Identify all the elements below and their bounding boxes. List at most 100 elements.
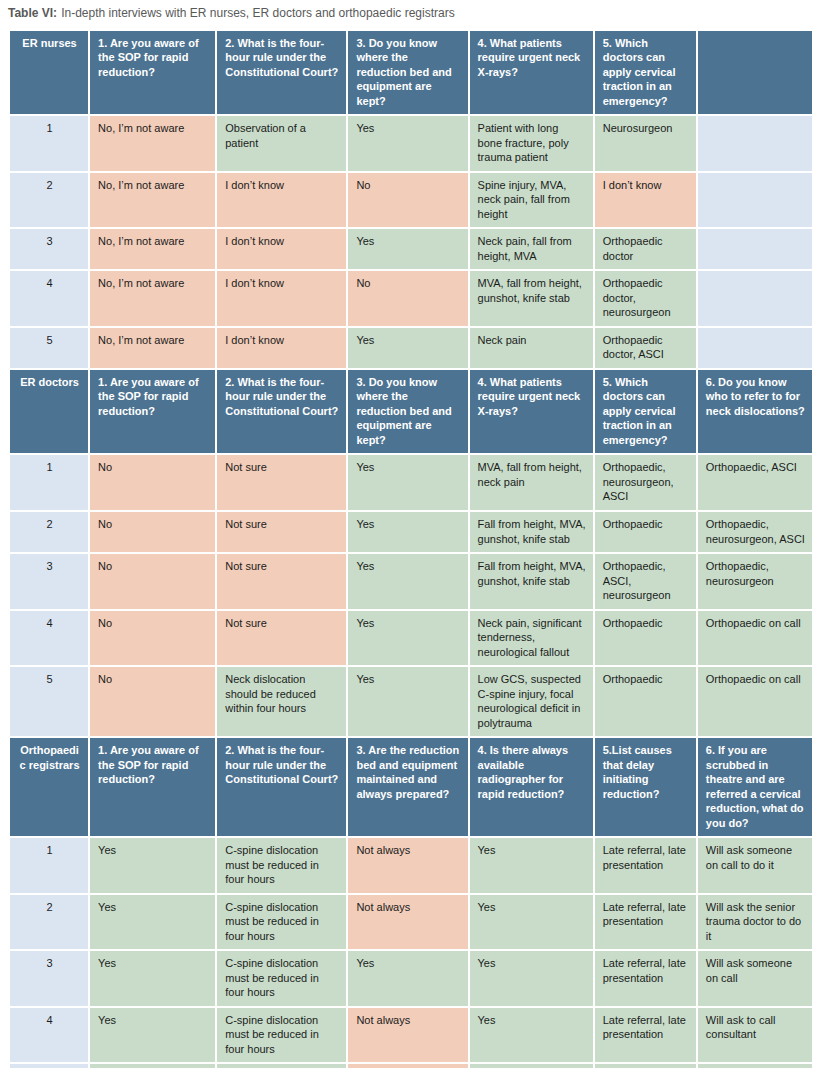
answer-cell: Will ask someone on call to do it [698,838,812,893]
answer-cell: No, I’m not aware [90,229,215,269]
column-header: 2. What is the four-hour rule under the … [217,370,346,454]
answer-cell: No, I’m not aware [90,116,215,171]
row-number: 5 [10,328,88,368]
answer-cell: Fall from height, MVA, gunshot, knife st… [470,554,593,609]
table-title-text: In-depth interviews with ER nurses, ER d… [61,6,455,20]
table-row: 2No, I’m not awareI don’t knowNoSpine in… [10,173,812,228]
column-header: 6. Do you know who to refer to for neck … [698,370,812,454]
table-row: 3No, I’m not awareI don’t knowYesNeck pa… [10,229,812,269]
answer-cell: Orthopaedic on call [698,611,812,666]
answer-cell: Orthopaedic doctor [595,229,696,269]
table-row: 4YesC-spine dislocation must be reduced … [10,1008,812,1063]
answer-cell: Orthopaedic, ASCI [698,455,812,510]
answer-cell: MVA, fall from height, neck pain [470,455,593,510]
answer-cell: I don’t know [595,173,696,228]
answer-cell: Yes [348,116,467,171]
answer-cell: MVA, fall from height, gunshot, knife st… [470,271,593,326]
answer-cell: No [348,271,467,326]
answer-cell: Orthopaedic, neurosurgeon, ASCI [595,455,696,510]
answer-cell: Yes [348,455,467,510]
table-row: 1YesC-spine dislocation must be reduced … [10,838,812,893]
table-row: 3NoNot sureYesFall from height, MVA, gun… [10,554,812,609]
answer-cell: Low GCS, suspected C-spine injury, focal… [470,667,593,736]
table-title-label: Table VI: [8,6,57,20]
answer-cell: No [90,667,215,736]
section-header-row: ER doctors1. Are you aware of the SOP fo… [10,370,812,454]
answer-cell: Not sure [217,512,346,552]
answer-cell: Orthopaedic, neurosurgeon [698,554,812,609]
answer-cell: No [90,554,215,609]
answer-cell: Orthopaedic doctor, neurosurgeon [595,271,696,326]
row-number: 1 [10,455,88,510]
row-number: 4 [10,1008,88,1063]
column-header: 5. Which doctors can apply cervical trac… [595,31,696,115]
answer-cell: Neck pain, fall from height, MVA [470,229,593,269]
row-number: 5 [10,667,88,736]
section-group-label: ER doctors [10,370,88,454]
row-number: 2 [10,895,88,950]
column-header: 1. Are you aware of the SOP for rapid re… [90,370,215,454]
section-header-row: Orthopaedic registrars1. Are you aware o… [10,738,812,836]
answer-cell: Not always [348,895,467,950]
column-header: 3. Are the reduction bed and equipment m… [348,738,467,836]
answer-cell: Yes [348,328,467,368]
answer-cell: Yes [348,512,467,552]
answer-cell: Late referral, late presentation [595,1064,696,1068]
answer-cell: Late referral, late presentation [595,951,696,1006]
answer-cell: Orthopaedic [595,512,696,552]
answer-cell: No [90,611,215,666]
answer-cell: No, I’m not aware [90,271,215,326]
answer-cell: No [90,455,215,510]
column-header: 5.List causes that delay initiating redu… [595,738,696,836]
column-header: 3. Do you know where the reduction bed a… [348,370,467,454]
row-number: 2 [10,512,88,552]
answer-cell: Not sure [217,611,346,666]
section-group-label: ER nurses [10,31,88,115]
answer-cell: No, I’m not aware [90,173,215,228]
answer-cell: Yes [470,895,593,950]
answer-cell: Late referral, late presentation [595,895,696,950]
table-row: 4NoNot sureYesNeck pain, significant ten… [10,611,812,666]
column-header: 4. What patients require urgent neck X-r… [470,370,593,454]
answer-cell: Yes [90,951,215,1006]
table-row: 1No, I’m not awareObservation of a patie… [10,116,812,171]
answer-cell: Yes [90,1008,215,1063]
answer-cell: Yes [90,1064,215,1068]
column-header: 1. Are you aware of the SOP for rapid re… [90,31,215,115]
answer-cell: Yes [348,951,467,1006]
answer-cell: Orthopaedic, neurosurgeon, ASCI [698,512,812,552]
answer-cell: Neck pain [470,328,593,368]
answer-cell: Yes [348,611,467,666]
column-header: 6. If you are scrubbed in theatre and ar… [698,738,812,836]
answer-cell: Spine injury, MVA, neck pain, fall from … [470,173,593,228]
column-header: 4. What patients require urgent neck X-r… [470,31,593,115]
answer-cell [698,116,812,171]
answer-cell: Will ask the senior trauma doctor to do … [698,895,812,950]
answer-cell: Patient with long bone fracture, poly tr… [470,116,593,171]
row-number: 3 [10,229,88,269]
answer-cell: Neck pain, significant tenderness, neuro… [470,611,593,666]
section-group-label: Orthopaedic registrars [10,738,88,836]
answer-cell: Yes [348,667,467,736]
table-title: Table VI: In-depth interviews with ER nur… [8,6,814,22]
answer-cell: Yes [470,1064,593,1068]
column-header: 2. What is the four-hour rule under the … [217,738,346,836]
answer-cell: Fall from height, MVA, gunshot, knife st… [470,512,593,552]
table-row: 4No, I’m not awareI don’t knowNoMVA, fal… [10,271,812,326]
table-row: 2YesC-spine dislocation must be reduced … [10,895,812,950]
row-number: 4 [10,271,88,326]
answer-cell: C-spine dislocation must be reduced in f… [217,1008,346,1063]
answer-cell: Not always [348,838,467,893]
answer-cell: Not sure [217,455,346,510]
answer-cell: Ask someone in trauma to reduce it [698,1064,812,1068]
answer-cell: Late referral, late presentation [595,1008,696,1063]
answer-cell: C-spine dislocation must be reduced in f… [217,951,346,1006]
answer-cell [698,229,812,269]
answer-cell: No [348,173,467,228]
answer-cell: Not sure [217,554,346,609]
row-number: 1 [10,838,88,893]
answer-cell: Not always [348,1064,467,1068]
answer-cell: Orthopaedic doctor, ASCI [595,328,696,368]
answer-cell: Yes [90,838,215,893]
row-number: 3 [10,554,88,609]
